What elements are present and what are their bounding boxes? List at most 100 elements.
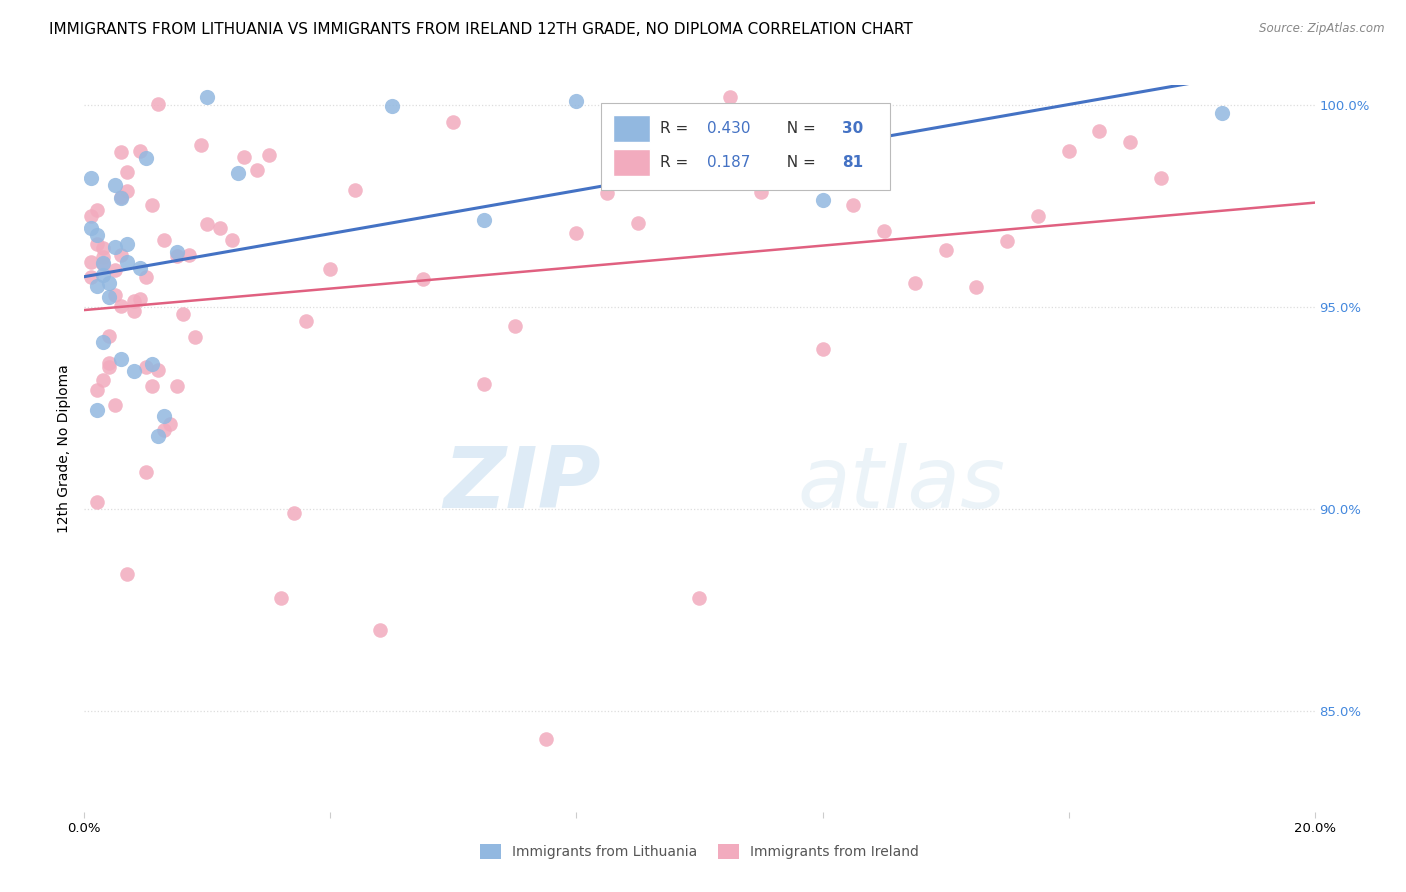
Point — [718, 90, 741, 104]
Point — [148, 428, 170, 442]
Point — [91, 250, 114, 264]
Point — [811, 343, 834, 357]
Point — [128, 292, 150, 306]
Point — [596, 186, 619, 200]
Point — [873, 224, 896, 238]
Point — [98, 290, 120, 304]
Point — [110, 299, 132, 313]
Point — [159, 417, 181, 431]
Point — [117, 566, 139, 581]
Point — [472, 377, 495, 392]
Point — [226, 166, 249, 180]
Point — [141, 379, 163, 393]
Point — [91, 255, 114, 269]
Point — [128, 260, 150, 275]
Y-axis label: 12th Grade, No Diploma: 12th Grade, No Diploma — [58, 364, 72, 533]
Point — [110, 248, 132, 262]
Point — [565, 94, 588, 108]
Point — [534, 732, 557, 747]
Point — [172, 308, 194, 322]
Point — [91, 241, 114, 255]
Text: 0.187: 0.187 — [707, 155, 751, 170]
Point — [153, 423, 176, 437]
Point — [117, 165, 139, 179]
Point — [86, 494, 108, 508]
Point — [104, 178, 127, 192]
Point — [780, 152, 803, 166]
Point — [166, 249, 188, 263]
Point — [86, 227, 108, 242]
Point — [110, 191, 132, 205]
Point — [368, 623, 391, 637]
Point — [104, 240, 127, 254]
Point — [995, 234, 1018, 248]
Point — [1119, 135, 1142, 149]
Point — [842, 198, 865, 212]
Point — [79, 255, 101, 269]
Point — [79, 171, 101, 186]
Bar — [613, 114, 651, 142]
Point — [110, 190, 132, 204]
Point — [98, 359, 120, 374]
Point — [122, 304, 145, 318]
Point — [128, 144, 150, 158]
Point — [319, 261, 342, 276]
Point — [148, 97, 170, 112]
Point — [135, 465, 157, 479]
Point — [135, 151, 157, 165]
Point — [86, 202, 108, 217]
Point — [110, 145, 132, 159]
Point — [565, 226, 588, 240]
Point — [965, 279, 987, 293]
Point — [79, 269, 101, 284]
Point — [904, 277, 927, 291]
Point — [98, 329, 120, 343]
Point — [135, 359, 157, 374]
Text: R =: R = — [661, 120, 693, 136]
Point — [117, 237, 139, 252]
Text: IMMIGRANTS FROM LITHUANIA VS IMMIGRANTS FROM IRELAND 12TH GRADE, NO DIPLOMA CORR: IMMIGRANTS FROM LITHUANIA VS IMMIGRANTS … — [49, 22, 912, 37]
Point — [1057, 144, 1080, 158]
Point — [1150, 171, 1173, 186]
Point — [117, 184, 139, 198]
Point — [79, 221, 101, 235]
Point — [197, 90, 219, 104]
Point — [153, 233, 176, 247]
Point — [141, 198, 163, 212]
Text: N =: N = — [778, 120, 821, 136]
Point — [86, 278, 108, 293]
Point — [270, 591, 292, 605]
Text: 30: 30 — [842, 120, 863, 136]
Point — [190, 138, 212, 153]
Point — [689, 591, 711, 605]
Text: atlas: atlas — [799, 443, 1005, 526]
Point — [749, 185, 772, 199]
Point — [86, 383, 108, 397]
Text: Source: ZipAtlas.com: Source: ZipAtlas.com — [1260, 22, 1385, 36]
Point — [86, 402, 108, 417]
Point — [233, 150, 256, 164]
Point — [208, 220, 231, 235]
Point — [104, 398, 127, 412]
Point — [935, 243, 957, 257]
Point — [412, 271, 434, 285]
Point — [79, 209, 101, 223]
Text: N =: N = — [778, 155, 821, 170]
Point — [117, 255, 139, 269]
Point — [91, 335, 114, 350]
Point — [153, 409, 176, 423]
Point — [110, 352, 132, 367]
Point — [98, 355, 120, 369]
Point — [443, 115, 465, 129]
Point — [91, 268, 114, 283]
Point — [627, 216, 650, 230]
Point — [811, 193, 834, 207]
Point — [184, 329, 207, 343]
Point — [1026, 209, 1049, 223]
Text: R =: R = — [661, 155, 693, 170]
Point — [658, 111, 681, 125]
Bar — [613, 149, 651, 177]
Point — [295, 314, 318, 328]
Point — [1088, 124, 1111, 138]
Point — [91, 257, 114, 271]
